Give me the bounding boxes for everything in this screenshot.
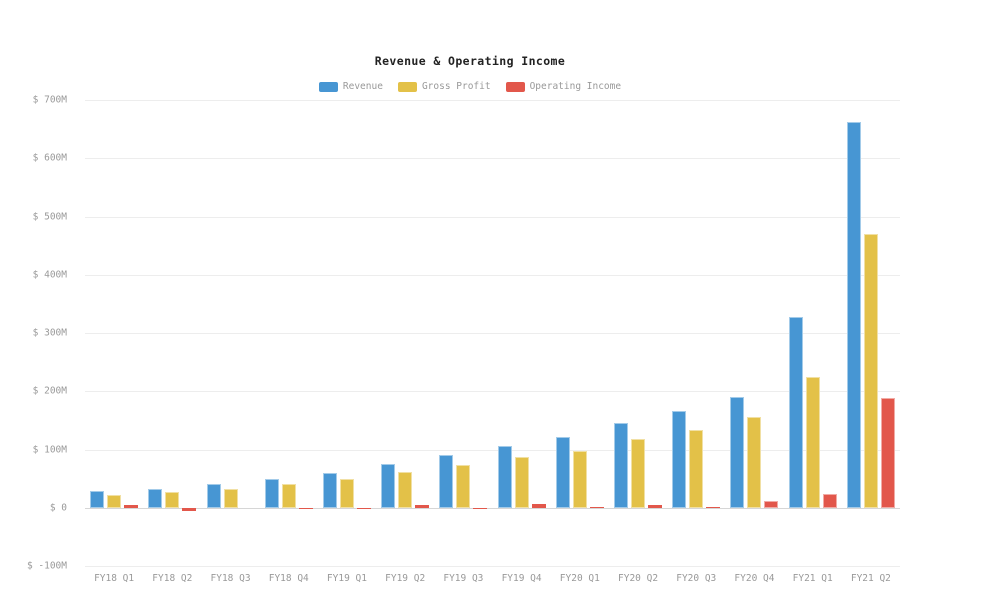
bar-revenue-fy21-q2[interactable] (846, 121, 861, 508)
x-axis-tick-label: FY20 Q4 (734, 573, 775, 584)
bar-gross-profit-fy21-q1[interactable] (805, 376, 820, 508)
legend-label: Operating Income (529, 81, 622, 92)
bar-revenue-fy20-q4[interactable] (730, 397, 745, 508)
gridline (85, 100, 900, 101)
bar-revenue-fy19-q1[interactable] (322, 472, 337, 508)
bar-revenue-fy20-q1[interactable] (555, 436, 570, 508)
gridline (85, 158, 900, 160)
y-axis-tick-label: $ 200M (32, 385, 67, 397)
x-axis-tick-label: FY21 Q1 (792, 573, 833, 584)
legend-label: Gross Profit (421, 81, 491, 92)
bar-gross-profit-fy20-q4[interactable] (747, 416, 762, 508)
bar-gross-profit-fy18-q2[interactable] (165, 492, 180, 508)
bar-gross-profit-fy18-q1[interactable] (107, 494, 122, 508)
gridline (85, 274, 900, 276)
zero-axis-line (85, 507, 900, 509)
legend-swatch-icon (318, 81, 338, 92)
gridline (85, 449, 900, 451)
gridline (85, 333, 900, 334)
bar-revenue-fy20-q2[interactable] (614, 422, 629, 508)
x-axis-tick-label: FY19 Q3 (443, 573, 484, 584)
legend-swatch-icon (505, 81, 525, 92)
x-axis-tick-label: FY21 Q2 (850, 573, 891, 584)
x-axis-tick-label: FY18 Q3 (210, 573, 251, 584)
bar-revenue-fy18-q4[interactable] (264, 478, 279, 508)
bar-revenue-fy21-q1[interactable] (788, 316, 803, 508)
bar-operating-income-fy18-q4[interactable] (298, 507, 313, 509)
bar-gross-profit-fy21-q2[interactable] (863, 233, 878, 508)
y-axis-tick-label: $ 500M (32, 211, 67, 222)
bar-gross-profit-fy20-q3[interactable] (689, 429, 704, 508)
gridline (85, 391, 900, 393)
x-axis-tick-label: FY18 Q2 (152, 573, 193, 584)
y-axis-tick-label: $ 100M (32, 444, 67, 455)
bar-operating-income-fy19-q4[interactable] (531, 504, 546, 508)
legend-item-revenue[interactable]: Revenue (318, 81, 383, 92)
bar-revenue-fy20-q3[interactable] (672, 411, 687, 508)
x-axis-tick-label: FY18 Q1 (94, 573, 135, 584)
bar-revenue-fy19-q4[interactable] (497, 446, 512, 508)
x-axis-tick-label: FY19 Q4 (501, 573, 542, 584)
y-axis-tick-label: $ 400M (32, 269, 67, 281)
bar-gross-profit-fy18-q3[interactable] (223, 488, 238, 508)
plot-area: $ 700M $ 600M $ 500M $ 400M $ 300M $ 200M $ 10… (27, 95, 900, 584)
bar-revenue-fy18-q1[interactable] (90, 491, 105, 508)
y-axis-tick-label: $ 600M (32, 152, 67, 164)
legend-item-operating-income[interactable]: Operating Income (505, 81, 622, 92)
x-axis-tick-label: FY19 Q2 (385, 573, 426, 584)
bar-operating-income-fy18-q1[interactable] (124, 505, 139, 508)
bar-gross-profit-fy19-q2[interactable] (398, 472, 413, 508)
chart: Revenue & Operating Income Revenue Gross … (0, 54, 940, 584)
bar-operating-income-fy21-q1[interactable] (822, 494, 837, 508)
gridline (85, 566, 900, 567)
legend-label: Revenue (342, 81, 383, 92)
legend-item-gross-profit[interactable]: Gross Profit (397, 81, 491, 92)
x-axis-tick-label: FY19 Q1 (326, 573, 367, 584)
chart-legend: Revenue Gross Profit Operating Income (0, 81, 940, 92)
y-axis-tick-label: $ -100M (26, 560, 67, 572)
x-axis-tick-label: FY20 Q2 (618, 573, 659, 584)
bar-revenue-fy19-q2[interactable] (381, 464, 396, 508)
y-axis-tick-label: $ 0 (49, 502, 67, 514)
y-axis-tick-label: $ 700M (32, 94, 67, 106)
bar-gross-profit-fy19-q4[interactable] (514, 457, 529, 508)
bar-operating-income-fy20-q1[interactable] (589, 506, 604, 508)
gridline (85, 216, 900, 218)
bar-revenue-fy18-q3[interactable] (206, 483, 221, 508)
bar-operating-income-fy19-q2[interactable] (415, 505, 430, 508)
bar-operating-income-fy21-q2[interactable] (880, 398, 895, 508)
bar-operating-income-fy18-q2[interactable] (182, 507, 197, 512)
bar-operating-income-fy20-q4[interactable] (764, 501, 779, 508)
bar-revenue-fy18-q2[interactable] (148, 488, 163, 508)
x-axis-tick-label: FY20 Q3 (676, 573, 717, 584)
bar-gross-profit-fy20-q2[interactable] (631, 439, 646, 508)
bar-gross-profit-fy19-q3[interactable] (456, 464, 471, 508)
bar-operating-income-fy20-q2[interactable] (648, 505, 663, 508)
bar-gross-profit-fy20-q1[interactable] (572, 450, 587, 508)
bar-revenue-fy19-q3[interactable] (439, 454, 454, 508)
bar-operating-income-fy19-q3[interactable] (473, 507, 488, 509)
bar-gross-profit-fy18-q4[interactable] (281, 483, 296, 508)
bar-operating-income-fy20-q3[interactable] (706, 507, 721, 508)
x-axis-tick-label: FY18 Q4 (268, 573, 309, 584)
chart-title: Revenue & Operating Income (374, 54, 566, 68)
x-axis-tick-label: FY20 Q1 (559, 573, 600, 584)
legend-swatch-icon (397, 81, 417, 92)
bar-gross-profit-fy19-q1[interactable] (339, 479, 354, 508)
y-axis-tick-label: $ 300M (32, 327, 67, 339)
bar-operating-income-fy19-q1[interactable] (356, 507, 371, 509)
